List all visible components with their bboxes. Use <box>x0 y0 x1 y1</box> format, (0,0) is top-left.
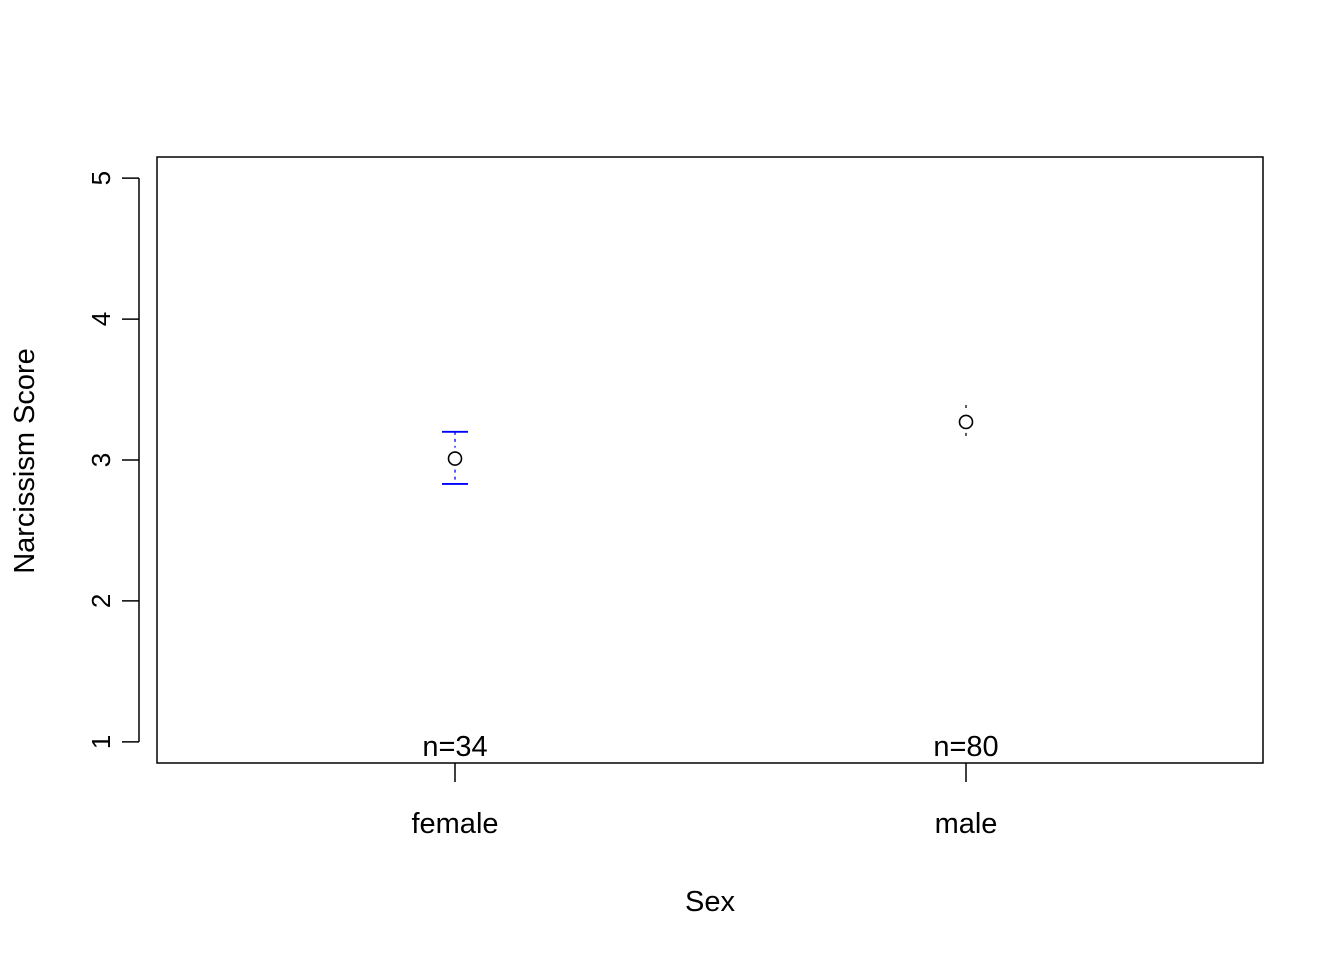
x-tick-label: female <box>411 808 498 840</box>
y-axis: 1 2 3 4 5 <box>86 171 140 749</box>
y-tick-label: 4 <box>86 312 116 326</box>
y-tick-label: 5 <box>86 171 116 185</box>
plot-frame <box>156 156 1264 764</box>
x-axis: female n=34 male n=80 <box>411 731 998 840</box>
y-tick-label: 2 <box>86 594 116 608</box>
y-tick-label: 1 <box>86 735 116 749</box>
y-axis-label: Narcissism Score <box>9 348 41 574</box>
n-label: n=34 <box>422 731 487 763</box>
x-axis-label: Sex <box>685 886 735 918</box>
n-label: n=80 <box>933 731 998 763</box>
mean-point <box>958 414 974 430</box>
y-tick-label: 3 <box>86 453 116 467</box>
mean-point <box>447 451 463 466</box>
x-tick-label: male <box>935 808 998 840</box>
chart-marks <box>442 405 974 485</box>
